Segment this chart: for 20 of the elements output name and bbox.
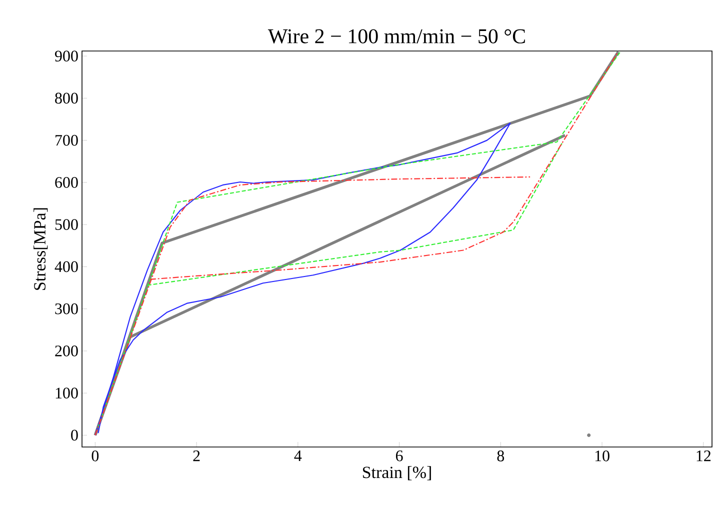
chart-title: Wire 2 − 100 mm/min − 50 °C — [268, 29, 525, 44]
x-axis-title: Strain [%] — [362, 466, 431, 480]
x-tick-label: 4 — [294, 450, 302, 462]
y-tick-label: 0 — [71, 430, 78, 441]
y-tick-label: 600 — [55, 177, 78, 188]
y-tick-label: 100 — [56, 388, 78, 398]
y-tick-label: 500 — [55, 219, 78, 230]
y-tick-label: 400 — [54, 261, 78, 272]
x-tick-label: 0 — [92, 450, 99, 462]
y-tick-label: 900 — [54, 50, 78, 62]
y-tick-label: 200 — [55, 346, 78, 356]
x-tick-label: 10 — [595, 450, 610, 462]
x-tick-label: 12 — [696, 450, 711, 462]
x-tick-label: 2 — [193, 450, 200, 462]
x-tick-label: 8 — [497, 450, 504, 462]
y-tick-label: 800 — [55, 92, 78, 104]
x-tick-label: 6 — [396, 450, 403, 462]
y-tick-label: 700 — [56, 134, 78, 146]
y-tick-label: 300 — [55, 303, 78, 314]
y-axis-title: Stress[MPa] — [34, 208, 48, 290]
